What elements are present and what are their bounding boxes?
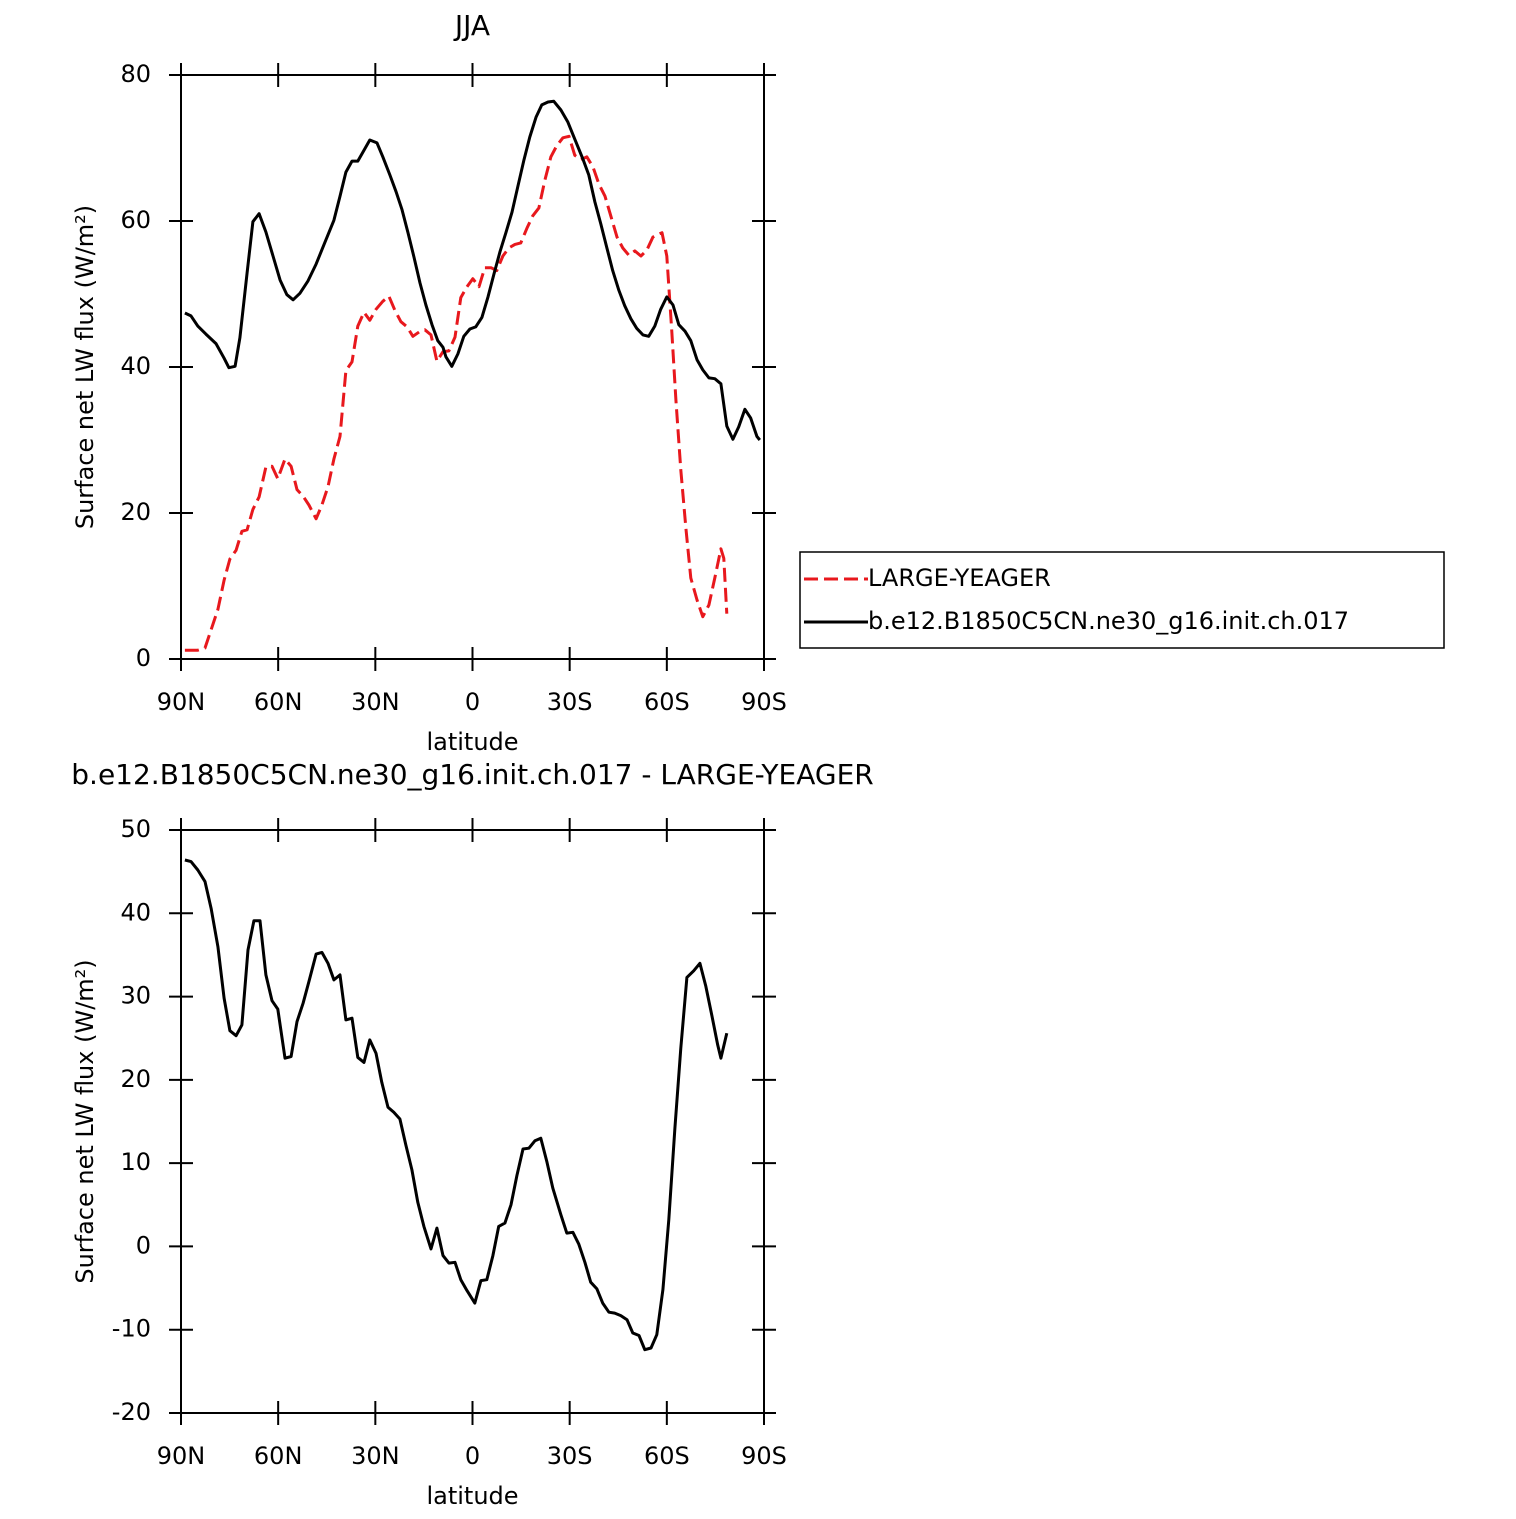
- legend-label: LARGE-YEAGER: [868, 564, 1051, 592]
- legend-label: b.e12.B1850C5CN.ne30_g16.init.ch.017: [868, 607, 1349, 635]
- y-tick-label: -20: [112, 1398, 151, 1426]
- plot-frame: [180, 74, 765, 660]
- y-tick-label: 60: [120, 206, 151, 234]
- x-tick-label: 90S: [741, 1442, 787, 1470]
- data-line: [184, 99, 761, 441]
- y-tick-label: 30: [120, 982, 151, 1010]
- legend-box: [799, 551, 1445, 649]
- chart-title: JJA: [453, 9, 490, 42]
- x-tick-label: 30S: [547, 1442, 593, 1470]
- x-tick-label: 60N: [254, 688, 303, 716]
- y-axis-label: Surface net LW flux (W/m²): [71, 205, 99, 529]
- x-tick-label: 60N: [254, 1442, 303, 1470]
- y-tick-label: 20: [120, 1065, 151, 1093]
- y-tick-label: 40: [120, 898, 151, 926]
- x-tick-label: 90N: [157, 688, 206, 716]
- y-tick-label: 20: [120, 498, 151, 526]
- x-tick-label: 90N: [157, 1442, 206, 1470]
- plot-frame: [180, 829, 765, 1414]
- x-tick-label: 0: [465, 688, 480, 716]
- x-tick-label: 60S: [644, 688, 690, 716]
- y-tick-label: 80: [120, 60, 151, 88]
- x-tick-label: 30S: [547, 688, 593, 716]
- x-tick-label: 30N: [351, 1442, 400, 1470]
- y-tick-label: 50: [120, 815, 151, 843]
- y-tick-label: -10: [112, 1315, 151, 1343]
- x-tick-label: 90S: [741, 688, 787, 716]
- data-line: [184, 858, 729, 1352]
- x-axis-label: latitude: [426, 1482, 518, 1510]
- x-tick-label: 0: [465, 1442, 480, 1470]
- x-tick-label: 30N: [351, 688, 400, 716]
- x-axis-label: latitude: [426, 728, 518, 756]
- y-axis-label: Surface net LW flux (W/m²): [71, 959, 99, 1283]
- y-tick-label: 0: [136, 644, 151, 672]
- x-tick-label: 60S: [644, 1442, 690, 1470]
- y-tick-label: 10: [120, 1148, 151, 1176]
- y-tick-label: 40: [120, 352, 151, 380]
- y-tick-label: 0: [136, 1231, 151, 1259]
- data-line: [184, 134, 729, 652]
- chart-title: b.e12.B1850C5CN.ne30_g16.init.ch.017 - L…: [71, 758, 873, 791]
